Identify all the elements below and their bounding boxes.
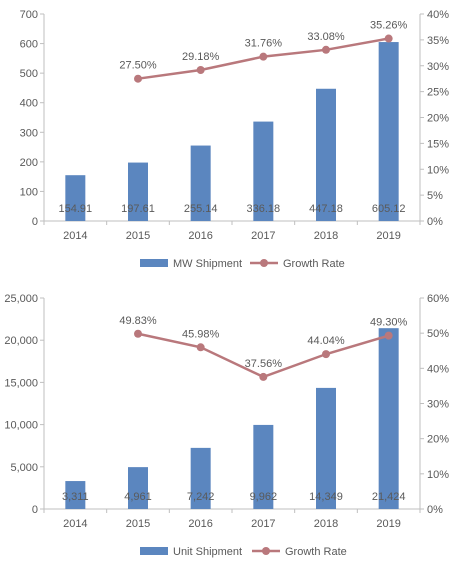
left-tick-label: 500 xyxy=(20,68,38,80)
right-tick-label: 20% xyxy=(427,113,449,125)
right-tick-label: 40% xyxy=(427,363,449,375)
left-tick-label: 10,000 xyxy=(4,420,38,432)
right-tick-label: 10% xyxy=(427,164,449,176)
right-tick-label: 40% xyxy=(427,9,449,21)
bar-2014 xyxy=(65,175,86,221)
bar-value-label-2018: 447.18 xyxy=(309,203,343,215)
legend-line-marker xyxy=(262,547,270,555)
bar-value-label-2017: 9,962 xyxy=(250,491,278,503)
right-tick-label: 60% xyxy=(427,293,449,305)
growth-point-2019 xyxy=(384,331,393,340)
growth-point-2015 xyxy=(134,329,142,338)
left-tick-label: 400 xyxy=(20,98,38,110)
left-tick-label: 25,000 xyxy=(4,293,38,305)
growth-rate-line xyxy=(137,332,390,379)
bar-2015 xyxy=(128,467,148,509)
x-tick-label: 2017 xyxy=(251,518,275,530)
left-tick-label: 200 xyxy=(20,157,38,169)
growth-label-2015: 49.83% xyxy=(119,315,157,327)
bar-value-label-2015: 197.61 xyxy=(121,203,155,215)
legend-line-label: Growth Rate xyxy=(283,258,345,270)
x-tick-label: 2014 xyxy=(63,518,87,530)
bar-2016 xyxy=(190,145,211,221)
growth-point-2016 xyxy=(196,343,205,352)
x-tick-label: 2017 xyxy=(251,230,275,242)
growth-label-2019: 49.30% xyxy=(370,317,408,329)
bar-2014 xyxy=(65,481,86,509)
right-tick-label: 0% xyxy=(427,216,443,228)
right-tick-label: 50% xyxy=(427,328,449,340)
bar-2017 xyxy=(253,424,274,509)
growth-point-2018 xyxy=(322,350,330,359)
growth-point-2015 xyxy=(134,74,142,83)
x-tick-label: 2016 xyxy=(188,518,212,530)
growth-label-2015: 27.50% xyxy=(119,60,157,72)
bar-value-label-2014: 3,311 xyxy=(62,491,89,503)
left-tick-label: 20,000 xyxy=(4,335,38,347)
right-tick-label: 0% xyxy=(427,504,443,516)
right-tick-label: 30% xyxy=(427,399,449,411)
right-tick-label: 25% xyxy=(427,87,449,99)
right-tick-label: 10% xyxy=(427,469,449,481)
growth-label-2018: 44.04% xyxy=(307,335,345,347)
growth-label-2017: 31.76% xyxy=(245,38,283,50)
bar-value-label-2019: 605.12 xyxy=(372,203,406,215)
left-tick-label: 5,000 xyxy=(10,462,38,474)
right-tick-label: 20% xyxy=(427,434,449,446)
growth-label-2017: 37.56% xyxy=(245,358,283,370)
growth-point-2018 xyxy=(322,45,330,54)
growth-point-2016 xyxy=(196,65,205,74)
x-tick-label: 2019 xyxy=(376,230,400,242)
bar-2019 xyxy=(378,42,399,221)
right-tick-label: 5% xyxy=(427,190,443,202)
bar-value-label-2014: 154.91 xyxy=(59,203,93,215)
growth-point-2017 xyxy=(259,372,268,381)
left-tick-label: 700 xyxy=(20,9,38,21)
bar-value-label-2016: 7,242 xyxy=(187,491,215,503)
left-tick-label: 0 xyxy=(32,216,38,228)
x-tick-label: 2016 xyxy=(188,230,212,242)
growth-point-2019 xyxy=(384,34,393,43)
left-tick-label: 300 xyxy=(20,127,38,139)
left-tick-label: 0 xyxy=(32,504,38,516)
right-tick-label: 15% xyxy=(427,138,449,150)
bar-2017 xyxy=(253,121,274,221)
bar-2018 xyxy=(316,88,336,222)
bar-value-label-2018: 14,349 xyxy=(309,491,343,503)
legend-bar-label: Unit Shipment xyxy=(173,546,242,558)
bar-value-label-2016: 255.14 xyxy=(184,203,218,215)
right-tick-label: 30% xyxy=(427,61,449,73)
growth-label-2018: 33.08% xyxy=(307,31,345,43)
x-tick-label: 2019 xyxy=(376,518,400,530)
right-tick-label: 35% xyxy=(427,35,449,47)
unit-shipment-chart: 0 5,000 10,000 15,000 20,000 25,000 0% 10% 20% 30… xyxy=(4,293,449,558)
legend-bar-swatch xyxy=(140,259,168,267)
x-tick-label: 2015 xyxy=(126,518,150,530)
bar-value-label-2019: 21,424 xyxy=(372,491,406,503)
legend-line-marker xyxy=(260,259,268,267)
bar-2019 xyxy=(378,328,399,509)
left-tick-label: 600 xyxy=(20,39,38,51)
growth-label-2016: 29.18% xyxy=(182,51,220,63)
x-tick-label: 2014 xyxy=(63,230,87,242)
mw-shipment-chart: 0 100 200 300 400 500 600 700 0% 5% 10% 15% 20% 25% 30… xyxy=(20,9,450,270)
x-tick-label: 2018 xyxy=(314,518,338,530)
bar-value-label-2015: 4,961 xyxy=(124,491,152,503)
growth-point-2017 xyxy=(259,52,268,61)
bar-2016 xyxy=(190,447,211,509)
growth-label-2016: 45.98% xyxy=(182,328,220,340)
growth-label-2019: 35.26% xyxy=(370,20,408,32)
legend-bar-swatch xyxy=(140,547,168,555)
left-tick-label: 100 xyxy=(20,186,38,198)
x-tick-label: 2015 xyxy=(126,230,150,242)
bar-value-label-2017: 336.18 xyxy=(247,203,281,215)
x-tick-label: 2018 xyxy=(314,230,338,242)
bar-2015 xyxy=(128,162,148,221)
legend-line-label: Growth Rate xyxy=(285,546,347,558)
left-tick-label: 15,000 xyxy=(4,377,38,389)
bar-2018 xyxy=(316,387,336,509)
legend-bar-label: MW Shipment xyxy=(173,258,242,270)
